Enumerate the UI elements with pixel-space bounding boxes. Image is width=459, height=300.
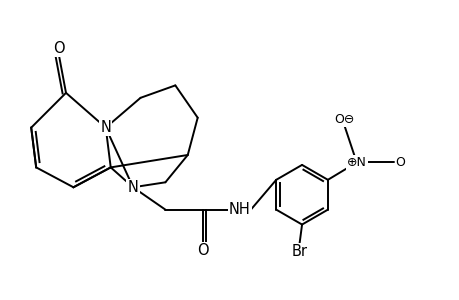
Text: O: O — [196, 243, 208, 258]
Text: ⊕N: ⊕N — [346, 156, 366, 169]
Text: O: O — [395, 156, 404, 169]
Text: NH: NH — [229, 202, 250, 217]
Text: Br: Br — [291, 244, 307, 260]
Text: O: O — [53, 40, 64, 56]
Text: N: N — [100, 120, 111, 135]
Text: N: N — [128, 180, 138, 195]
Text: O⊖: O⊖ — [333, 113, 354, 126]
